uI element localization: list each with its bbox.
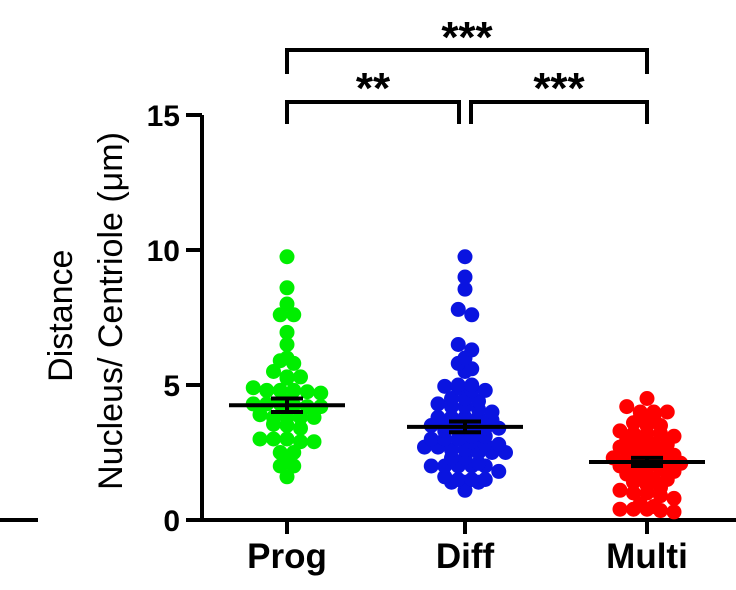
data-point — [491, 463, 507, 479]
data-point — [444, 391, 459, 406]
data-point — [286, 382, 302, 398]
data-point — [457, 281, 473, 297]
data-point — [484, 404, 500, 420]
data-point — [437, 378, 453, 394]
data-point — [279, 350, 295, 366]
data-point — [666, 504, 682, 520]
data-point — [279, 337, 295, 352]
data-point — [491, 436, 507, 452]
y-tick-label: 5 — [163, 370, 180, 403]
y-axis-title-line-1: Distance — [42, 250, 80, 382]
data-point — [464, 342, 480, 358]
data-point — [279, 469, 295, 485]
data-point — [272, 382, 288, 398]
data-point — [313, 385, 329, 401]
data-point — [279, 431, 295, 447]
data-point — [666, 447, 682, 463]
data-point — [666, 490, 682, 506]
data-point — [632, 496, 648, 512]
y-axis-title: Distance Nucleus/ Centriole (μm) — [42, 132, 130, 490]
data-point — [272, 445, 288, 460]
data-point — [626, 485, 641, 501]
data-point — [450, 377, 466, 393]
data-point — [293, 369, 308, 385]
data-point — [619, 399, 635, 415]
significance-label: ** — [356, 64, 391, 113]
data-point — [477, 472, 493, 487]
x-category-label: Multi — [606, 537, 688, 576]
data-point — [430, 396, 446, 412]
data-point — [477, 382, 493, 398]
data-point — [259, 382, 275, 398]
data-point — [450, 337, 466, 352]
data-point — [666, 428, 682, 444]
data-point — [252, 407, 268, 423]
data-point — [279, 280, 295, 296]
data-point — [471, 393, 486, 409]
data-point — [450, 472, 466, 487]
significance-brackets: ***** *** — [285, 13, 649, 124]
data-point — [646, 436, 662, 452]
data-point — [646, 472, 662, 487]
data-point — [266, 364, 281, 379]
data-point — [423, 458, 439, 474]
data-point — [639, 391, 655, 406]
data-point — [299, 384, 315, 400]
significance-label: *** — [533, 64, 585, 113]
data-point — [464, 361, 480, 377]
data-point — [632, 404, 648, 420]
data-point — [252, 431, 268, 447]
data-point — [457, 249, 473, 265]
data-point — [279, 296, 295, 312]
data-point — [437, 469, 453, 485]
data-point — [464, 472, 480, 487]
x-category-label: Prog — [247, 537, 327, 576]
data-point — [612, 423, 628, 439]
data-point — [471, 455, 486, 471]
y-ticks: 0 5 10 15 — [147, 100, 202, 538]
data-points — [245, 249, 689, 520]
data-point — [279, 324, 295, 340]
data-point — [306, 434, 322, 450]
data-point — [612, 482, 628, 498]
data-point — [457, 269, 473, 285]
data-point — [612, 501, 628, 517]
data-point — [279, 249, 295, 265]
data-point — [423, 431, 439, 447]
data-point — [286, 307, 302, 323]
data-point — [450, 301, 466, 317]
data-point — [626, 426, 641, 442]
data-point — [272, 307, 288, 323]
data-point — [293, 420, 308, 436]
data-point — [659, 404, 675, 420]
x-category-label: Diff — [436, 537, 495, 576]
significance-bracket — [469, 100, 649, 124]
significance-bracket — [285, 100, 461, 124]
data-point — [464, 307, 480, 323]
data-point — [266, 431, 281, 447]
y-tick-label: 15 — [147, 100, 180, 133]
data-point — [306, 409, 322, 425]
data-point — [646, 404, 662, 420]
mean-sem-bars — [229, 396, 705, 468]
data-point — [430, 409, 446, 425]
y-tick-label: 10 — [147, 235, 180, 268]
significance-bracket — [285, 48, 649, 74]
y-axis-title-line-2: Nucleus/ Centriole (μm) — [92, 132, 130, 490]
data-point — [464, 377, 480, 393]
data-point — [245, 380, 261, 396]
x-category-labels: Prog Diff Multi — [247, 520, 688, 576]
data-point — [286, 445, 302, 460]
data-point — [293, 434, 308, 450]
y-tick-label: 0 — [163, 505, 180, 538]
data-point — [646, 499, 662, 514]
data-point — [444, 442, 459, 458]
data-point — [279, 369, 295, 385]
significance-label: *** — [441, 13, 493, 62]
